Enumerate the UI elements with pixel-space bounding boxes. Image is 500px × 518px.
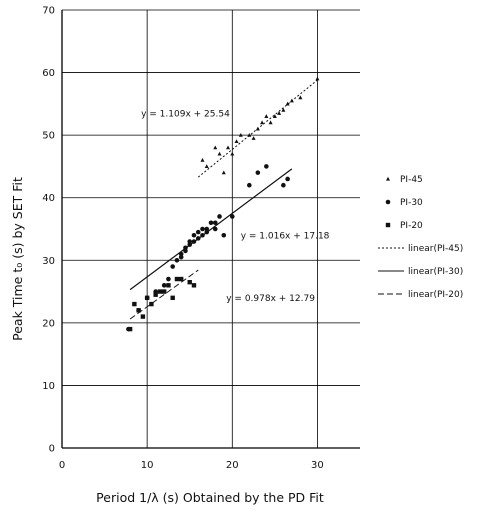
data-point (264, 164, 269, 169)
trend-line (129, 269, 199, 320)
data-point (200, 232, 205, 238)
data-point (183, 248, 188, 254)
data-point (170, 295, 175, 301)
data-point (212, 226, 218, 232)
data-point (140, 314, 146, 319)
legend-label: linear(PI-45) (408, 244, 463, 254)
data-point (247, 182, 252, 188)
trend-line (129, 168, 293, 291)
data-point (285, 101, 290, 106)
legend-label: linear(PI-20) (408, 290, 463, 300)
y-tick-label: 40 (42, 193, 55, 204)
y-tick-label: 20 (42, 318, 55, 329)
data-point (195, 236, 201, 241)
data-point (315, 76, 320, 81)
x-tick-label: 0 (59, 460, 65, 471)
data-point (161, 289, 167, 294)
data-point (221, 170, 226, 175)
data-point (191, 232, 197, 238)
data-point (157, 289, 163, 294)
data-point (132, 301, 137, 307)
axes (61, 10, 360, 449)
data-point (217, 151, 222, 156)
x-tick-label: 20 (226, 460, 239, 471)
y-tick-label: 50 (42, 131, 55, 142)
data-point (174, 257, 180, 263)
data-point (268, 120, 273, 125)
data-point (204, 164, 209, 169)
y-tick-label: 70 (42, 6, 55, 17)
data-point (229, 214, 235, 219)
y-tick-label: 10 (42, 381, 55, 392)
y-tick-label: 0 (49, 444, 55, 455)
data-point (195, 229, 201, 235)
data-point (281, 107, 286, 112)
data-point (166, 276, 171, 282)
data-points (126, 76, 320, 332)
data-point (178, 254, 184, 260)
data-point (208, 220, 214, 226)
y-tick-label: 30 (42, 256, 55, 267)
x-tick-label: 10 (141, 460, 154, 471)
data-point (161, 283, 167, 288)
data-point (200, 226, 205, 232)
legend-label: PI-20 (400, 221, 423, 231)
x-tick-label: 30 (311, 460, 324, 471)
data-point (238, 132, 243, 137)
equation-labels: y = 1.109x + 25.54 y = 1.016x + 17.18 y = … (141, 109, 330, 304)
data-point (226, 145, 231, 150)
y-axis-title: Peak Time t₀ (s) by SET Fit (10, 177, 25, 341)
data-point (289, 98, 294, 103)
data-point (200, 157, 205, 162)
data-point (191, 283, 197, 288)
data-point (153, 292, 158, 297)
data-point (255, 126, 260, 131)
data-point (272, 114, 277, 118)
y-tick-label: 60 (42, 68, 55, 79)
data-point (127, 326, 133, 332)
equation-label: y = 1.109x + 25.54 (141, 109, 230, 119)
equation-label: y = 1.016x + 17.18 (241, 231, 330, 241)
data-point (285, 176, 290, 182)
data-point (204, 229, 210, 235)
data-point (174, 276, 180, 282)
data-point (136, 308, 141, 313)
data-point (212, 220, 218, 226)
data-point (234, 139, 239, 143)
data-point (298, 95, 303, 100)
data-point (179, 276, 184, 282)
legend-label: PI-30 (400, 198, 423, 208)
data-point (166, 283, 171, 288)
data-point (230, 151, 235, 156)
legend-label: linear(PI-30) (408, 267, 463, 277)
tick-labels: 0 10 20 30 40 50 60 70 0 10 20 30 (42, 6, 324, 472)
data-point (260, 120, 265, 125)
data-point (149, 301, 154, 307)
data-point (264, 114, 269, 118)
data-point (187, 242, 193, 247)
data-point (385, 199, 391, 205)
data-point (170, 264, 175, 269)
legend: PI-45 PI-30 PI-20 linear(PI-45) linear(PI-30… (378, 175, 463, 300)
data-point (217, 214, 222, 219)
data-point (255, 170, 261, 175)
data-point (251, 136, 256, 140)
equation-label: y = 0.978x + 12.79 (226, 294, 315, 304)
data-point (385, 222, 391, 228)
data-point (247, 132, 252, 137)
data-point (277, 111, 282, 115)
data-point (213, 145, 218, 150)
data-point (281, 182, 286, 188)
data-point (386, 176, 390, 181)
data-point (187, 279, 192, 285)
x-axis-title: Period 1/λ (s) Obtained by the PD Fit (96, 490, 324, 505)
data-point (221, 232, 227, 238)
data-point (144, 295, 150, 301)
data-point (191, 239, 197, 244)
legend-label: PI-45 (400, 175, 423, 185)
